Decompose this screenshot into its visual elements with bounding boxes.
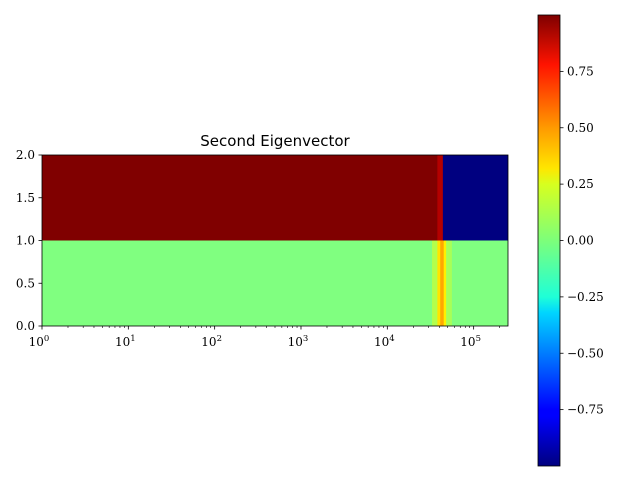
x-axis: 100 101 102 103 104 105 <box>29 326 500 349</box>
y-axis: 0.0 0.5 1.0 1.5 2.0 <box>16 148 42 333</box>
heatmap-cell <box>437 240 441 326</box>
heatmap-cells <box>42 155 508 326</box>
colorbar-tick-label: 0.50 <box>567 121 594 135</box>
y-tick-label: 1.0 <box>16 234 35 248</box>
heatmap-cell <box>440 240 445 326</box>
heatmap-cell <box>432 240 438 326</box>
colorbar-tick-label: 0.00 <box>567 234 594 248</box>
y-tick-label: 0.0 <box>16 319 35 333</box>
x-tick-label: 104 <box>374 334 395 349</box>
colorbar-tick-label: −0.75 <box>567 403 604 417</box>
colorbar-axis: 0.75 0.50 0.25 0.00 −0.25 −0.50 −0.75 <box>560 64 604 417</box>
heatmap-cell <box>446 240 453 326</box>
heatmap-cell <box>42 155 438 241</box>
x-tick-label: 100 <box>29 334 50 349</box>
heatmap-cell <box>451 240 508 326</box>
x-tick-label: 102 <box>201 334 222 349</box>
x-tick-label: 105 <box>460 334 481 349</box>
heatmap-cell <box>442 155 508 241</box>
y-tick-label: 2.0 <box>16 148 35 162</box>
colorbar-tick-label: 0.75 <box>567 64 594 78</box>
x-tick-label: 103 <box>288 334 309 349</box>
heatmap-cell <box>437 155 444 241</box>
y-tick-label: 1.5 <box>16 191 35 205</box>
colorbar-tick-label: 0.25 <box>567 177 594 191</box>
colorbar-tick-label: −0.50 <box>567 346 604 360</box>
chart-title: Second Eigenvector <box>200 132 350 150</box>
x-tick-label: 101 <box>115 334 136 349</box>
heatmap-cell <box>443 240 447 326</box>
colorbar-tick-label: −0.25 <box>567 290 604 304</box>
y-tick-label: 0.5 <box>16 276 35 290</box>
colorbar <box>537 14 561 467</box>
heatmap-cell <box>42 240 433 326</box>
